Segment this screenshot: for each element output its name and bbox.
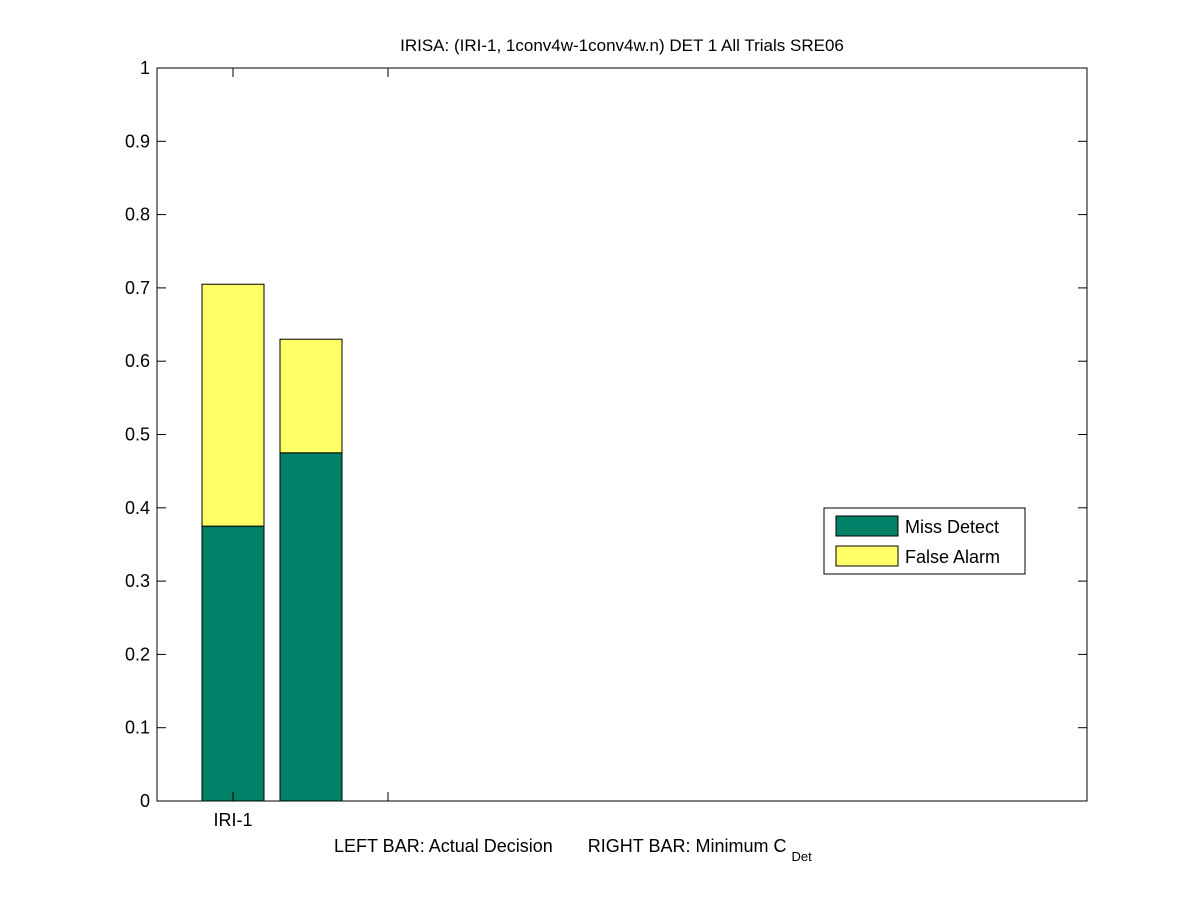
ytick-label-9: 0.9 xyxy=(125,131,150,151)
bar-right-miss-detect xyxy=(279,452,343,802)
x-axis-label-right: RIGHT BAR: Minimum C xyxy=(588,836,787,856)
ytick-label-6: 0.6 xyxy=(125,351,150,371)
bar-left-miss-detect xyxy=(201,525,265,802)
ytick-label-10: 1 xyxy=(140,58,150,78)
legend-swatch-miss-detect xyxy=(835,515,899,537)
bar-right-false-alarm xyxy=(279,338,343,454)
x-axis-label-subscript: Det xyxy=(791,849,812,864)
legend-label-miss-detect: Miss Detect xyxy=(905,517,999,537)
x-tick-labels: IRI-1 xyxy=(213,810,252,830)
bar-left-false-alarm xyxy=(201,283,265,527)
legend-label-false-alarm: False Alarm xyxy=(905,547,1000,567)
ytick-label-8: 0.8 xyxy=(125,205,150,225)
y-tick-labels: 0 0.1 0.2 0.3 0.4 0.5 0.6 0.7 0.8 0.9 1 xyxy=(125,58,150,811)
ytick-label-4: 0.4 xyxy=(125,498,150,518)
legend-swatch-false-alarm xyxy=(835,545,899,567)
x-axis-label-left: LEFT BAR: Actual Decision xyxy=(334,836,553,856)
ytick-label-0: 0 xyxy=(140,791,150,811)
x-axis-label: LEFT BAR: Actual Decision RIGHT BAR: Min… xyxy=(334,836,812,864)
legend: Miss Detect False Alarm xyxy=(823,507,1026,575)
ytick-label-2: 0.2 xyxy=(125,644,150,664)
ytick-label-7: 0.7 xyxy=(125,278,150,298)
ytick-label-3: 0.3 xyxy=(125,571,150,591)
bars-group xyxy=(201,283,343,802)
ytick-label-1: 0.1 xyxy=(125,718,150,738)
axis-ticks xyxy=(157,67,1087,802)
chart-title: IRISA: (IRI-1, 1conv4w-1conv4w.n) DET 1 … xyxy=(400,36,844,55)
xtick-label-0: IRI-1 xyxy=(213,810,252,830)
ytick-label-5: 0.5 xyxy=(125,425,150,445)
